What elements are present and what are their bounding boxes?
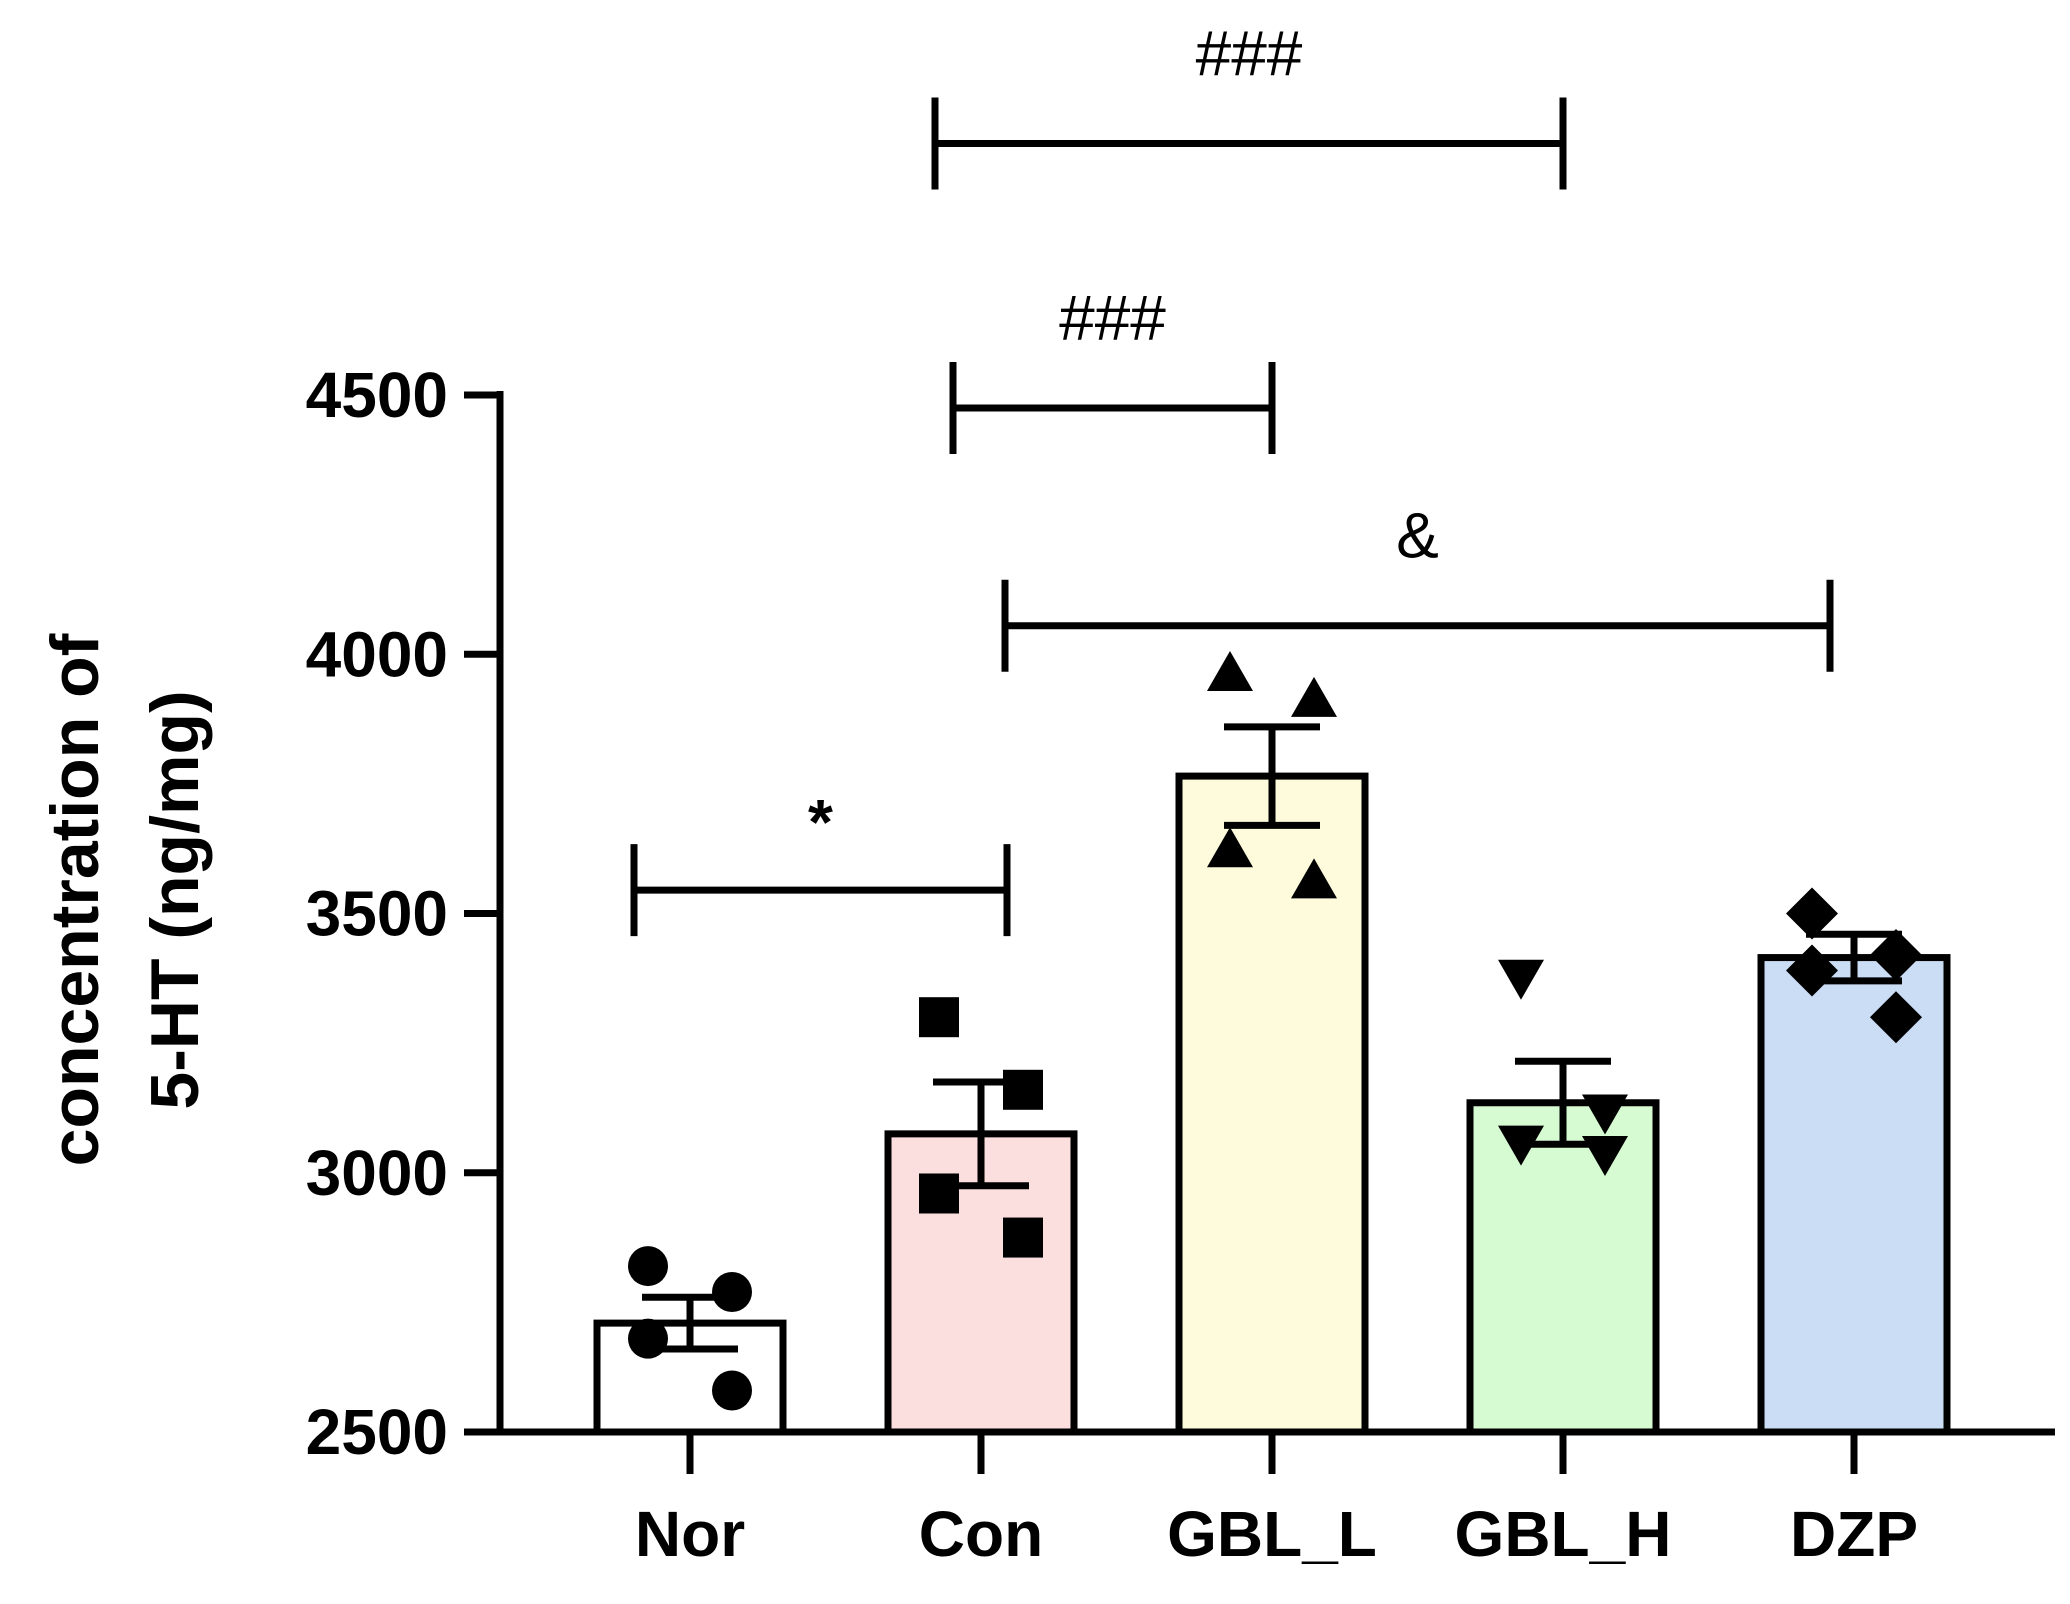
significance-label: ### [1059,282,1166,354]
error-bar-gbl-l [1224,723,1320,829]
data-point-con [1003,1069,1043,1110]
data-point-gbl-h [1498,959,1544,1000]
data-point-con [1003,1217,1043,1258]
x-tick-label: DZP [1790,1498,1918,1570]
axes-layer: 2500 3000 3500 4000 4500 Nor Con GBL_L GBL_H DZP [306,359,2055,1570]
y-axis-title-line2: 5-HT (ng/mg) [137,690,213,1109]
significance-layer: * & ### ### [630,18,1834,937]
x-tick-label: GBL_L [1167,1498,1377,1570]
data-point-con [919,997,959,1038]
data-point-dzp [1870,928,1922,981]
data-point-nor [628,1246,668,1287]
data-point-nor [628,1318,668,1359]
data-point-gbl-l [1207,827,1253,868]
x-tick-label: Con [919,1498,1043,1570]
significance-bracket: & [1001,500,1834,672]
bars-layer [593,772,1951,1436]
y-tick-label: 4000 [306,618,448,690]
bar-dzp [1757,954,1951,1436]
data-point-gbl-l [1291,676,1337,717]
x-tick-label: Nor [635,1498,745,1570]
data-point-dzp [1870,991,1922,1044]
data-point-nor [712,1370,752,1411]
data-point-gbl-h [1582,1136,1628,1177]
data-points-layer [628,650,1922,1411]
data-point-dzp [1786,944,1838,997]
significance-bracket: ### [949,282,1276,454]
data-point-gbl-l [1291,858,1337,899]
data-point-nor [712,1272,752,1313]
bar-gbl-h [1466,1099,1660,1436]
bar-gbl-l [1175,772,1369,1436]
y-tick-label: 3000 [306,1137,448,1209]
data-point-gbl-h [1582,1094,1628,1135]
data-point-gbl-l [1207,650,1253,691]
x-tick-label: GBL_H [1455,1498,1672,1570]
data-point-dzp [1786,887,1838,940]
y-tick-label: 4500 [306,359,448,431]
y-tick-label: 3500 [306,878,448,950]
y-tick-label: 2500 [306,1396,448,1468]
significance-bracket: ### [931,18,1567,190]
significance-bracket: * [630,786,1011,937]
data-point-con [919,1173,959,1214]
y-axis-title-line1: concentration of [37,633,113,1166]
significance-label: ### [1196,18,1303,90]
data-point-gbl-h [1498,1125,1544,1166]
y-axis-title: concentration of 5-HT (ng/mg) [37,633,213,1166]
significance-label: & [1396,500,1439,572]
significance-label: * [808,786,833,858]
